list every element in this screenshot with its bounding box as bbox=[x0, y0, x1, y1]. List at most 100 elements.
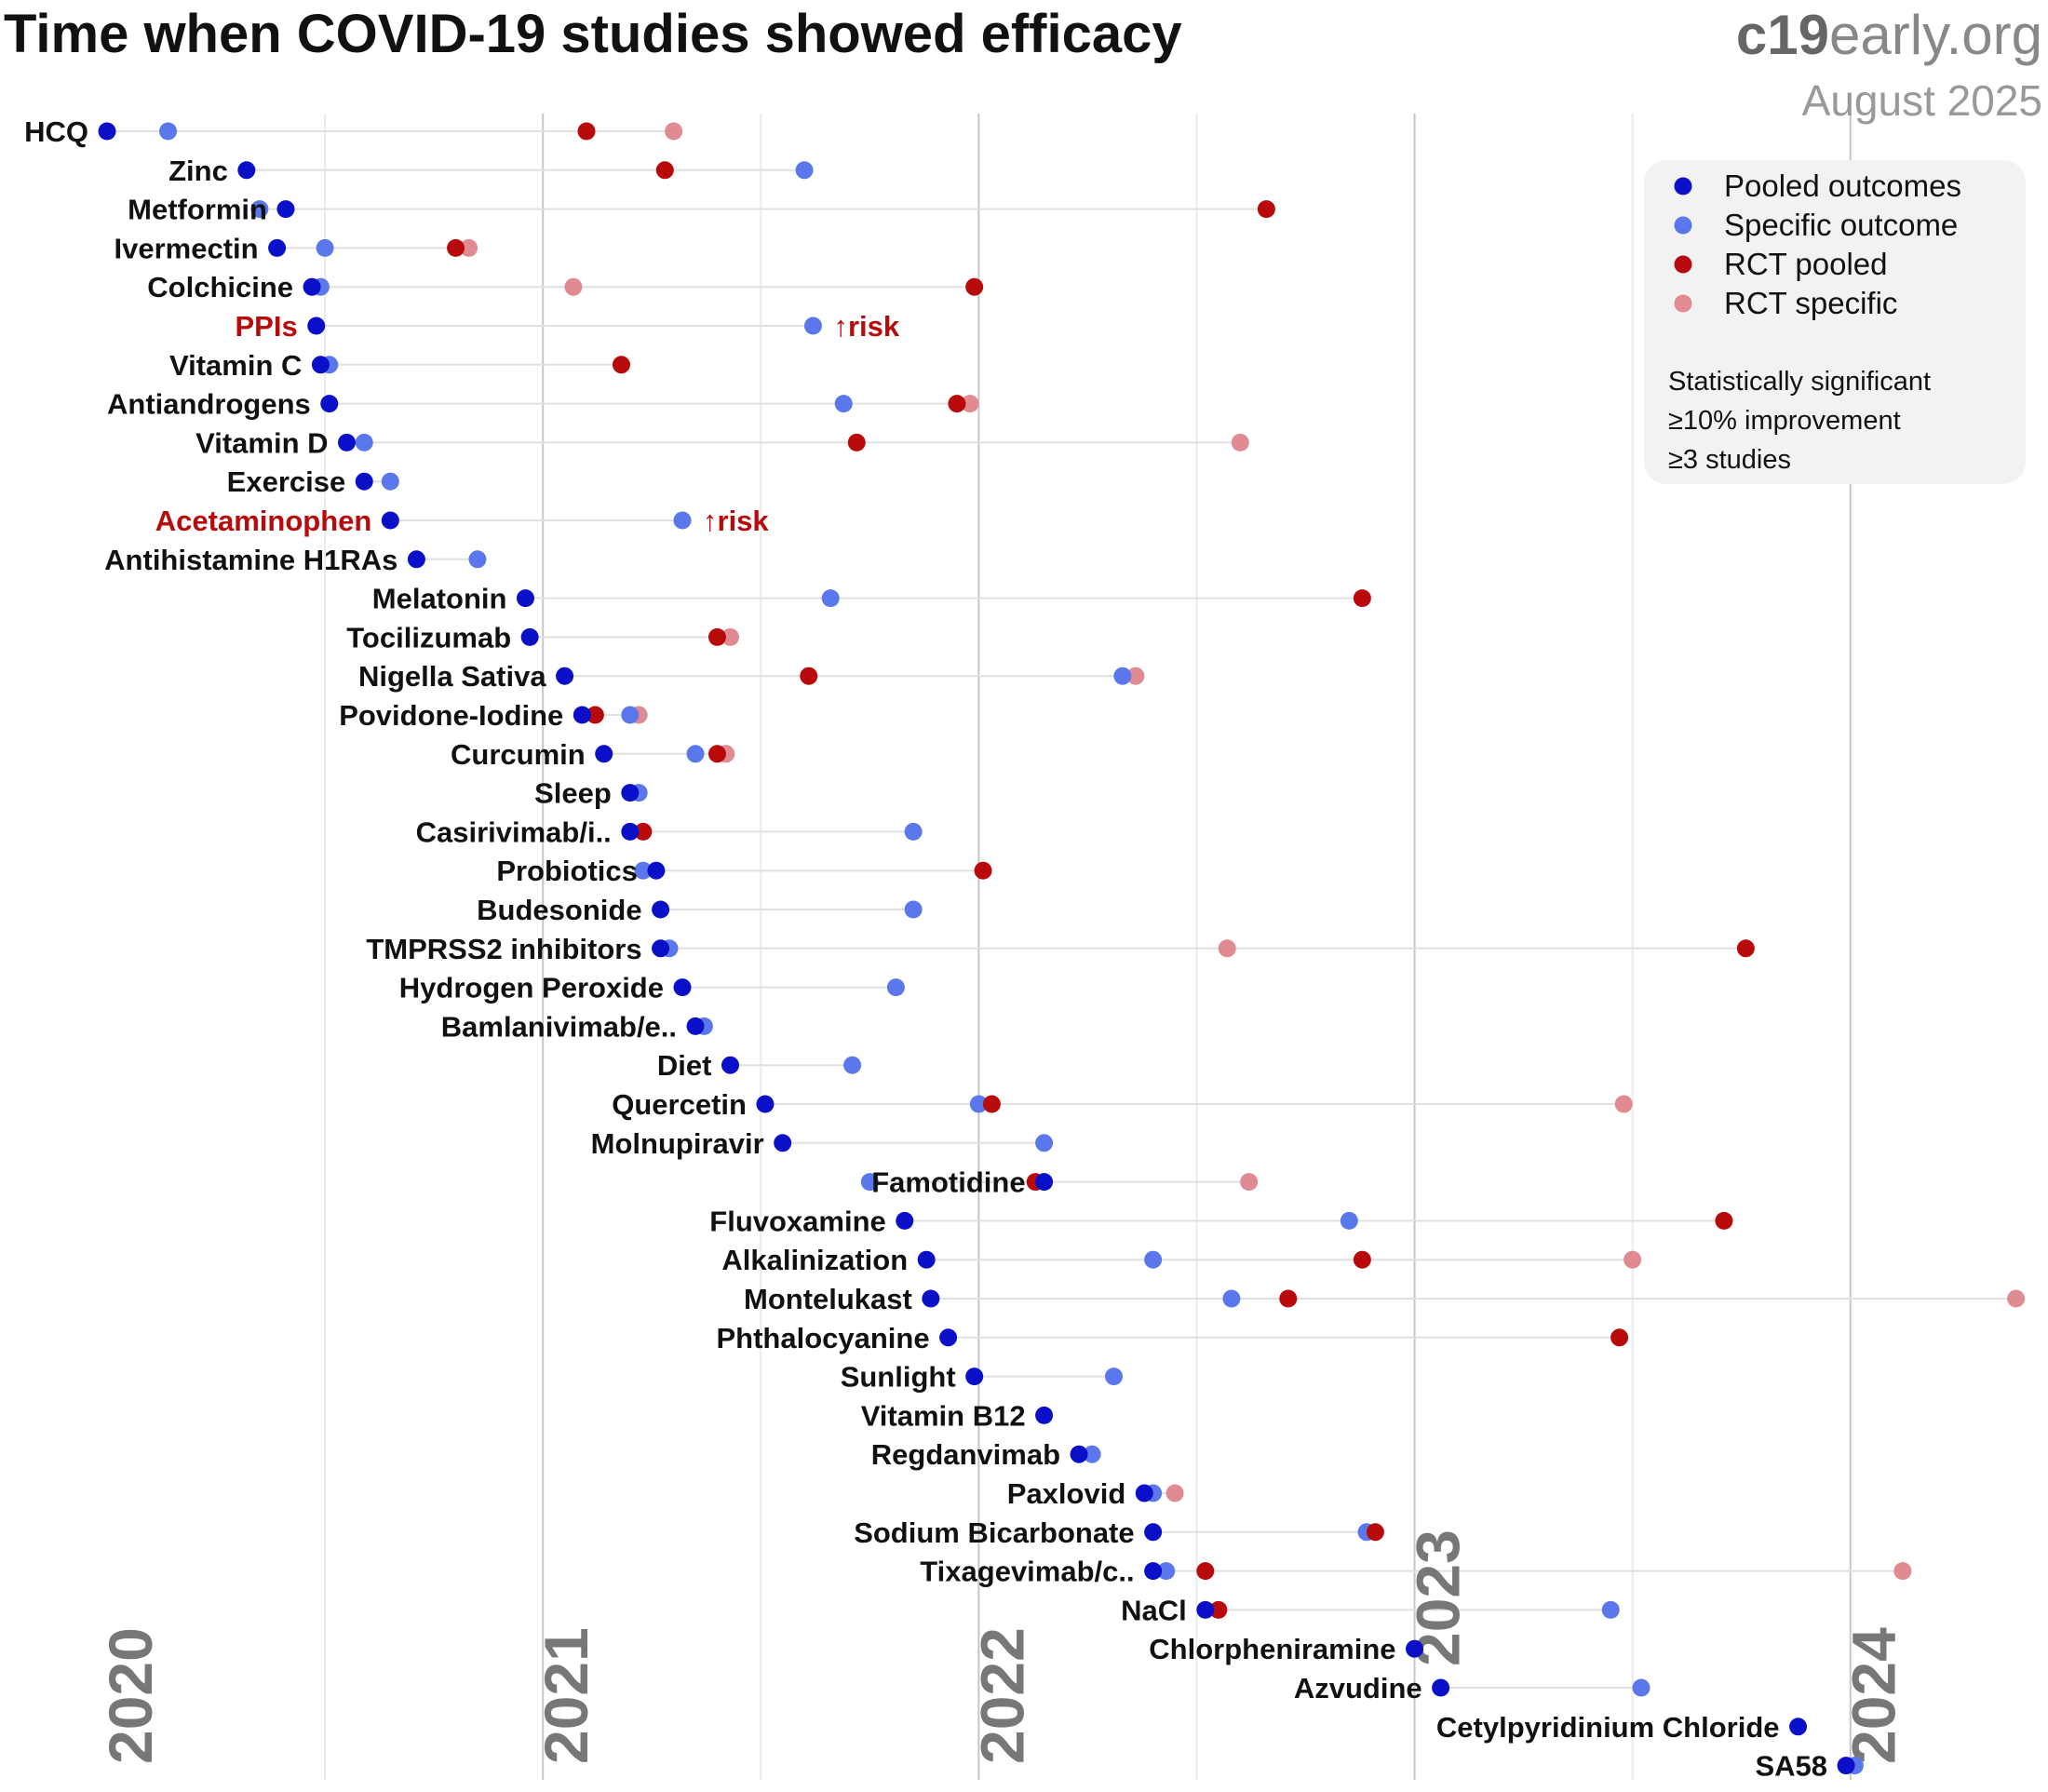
point-pooled bbox=[320, 395, 339, 413]
legend-label-pooled: Pooled outcomes bbox=[1724, 168, 1961, 203]
point-pooled bbox=[1070, 1445, 1088, 1463]
point-rct-pooled bbox=[982, 1095, 1001, 1113]
point-pooled bbox=[673, 978, 692, 997]
point-specific bbox=[673, 511, 692, 530]
row-label: Nigella Sativa bbox=[358, 660, 546, 693]
point-pooled bbox=[307, 317, 326, 335]
risk-label: ↑risk bbox=[703, 505, 769, 537]
point-rct-specific bbox=[961, 395, 979, 413]
labels-layer: HCQ Zinc Metformin Ivermectin Colchicine PPIs… bbox=[24, 115, 1827, 1783]
point-rct-specific bbox=[721, 627, 739, 646]
point-specific bbox=[1157, 1562, 1176, 1581]
point-rct-pooled bbox=[1610, 1328, 1629, 1347]
row-label: Casirivimab/i.. bbox=[416, 815, 612, 848]
point-rct-pooled bbox=[707, 627, 726, 646]
point-rct-specific bbox=[1240, 1173, 1259, 1192]
point-pooled bbox=[595, 745, 613, 763]
point-pooled bbox=[939, 1328, 958, 1347]
row-label: SA58 bbox=[1755, 1750, 1827, 1783]
point-pooled bbox=[1432, 1678, 1450, 1697]
point-specific bbox=[686, 745, 705, 763]
legend-marker-rct-pooled bbox=[1674, 255, 1692, 274]
point-rct-pooled bbox=[1736, 939, 1755, 958]
point-specific bbox=[834, 395, 853, 413]
point-rct-specific bbox=[665, 122, 683, 141]
point-rct-pooled bbox=[447, 238, 465, 257]
point-pooled bbox=[516, 589, 534, 608]
row-label: HCQ bbox=[24, 115, 88, 148]
point-rct-pooled bbox=[1209, 1600, 1228, 1619]
point-pooled bbox=[520, 627, 539, 646]
legend-notes: Statistically significant ≥10% improvemen… bbox=[1668, 367, 1931, 475]
point-specific bbox=[1035, 1134, 1054, 1152]
row-label: Cetylpyridinium Chloride bbox=[1436, 1711, 1780, 1744]
point-rct-pooled bbox=[612, 356, 630, 374]
point-pooled bbox=[896, 1211, 914, 1230]
point-pooled bbox=[1135, 1484, 1153, 1502]
point-pooled bbox=[1144, 1562, 1163, 1581]
chart-title: Time when COVID-19 studies showed effica… bbox=[4, 4, 1182, 64]
grid-layer bbox=[324, 114, 1852, 1780]
row-label: Azvudine bbox=[1294, 1672, 1422, 1704]
point-pooled bbox=[355, 472, 373, 491]
point-rct-specific bbox=[460, 238, 478, 257]
row-label: Tocilizumab bbox=[346, 621, 511, 653]
point-pooled bbox=[381, 511, 399, 530]
point-pooled bbox=[1406, 1639, 1424, 1658]
row-label: Antihistamine H1RAs bbox=[104, 544, 397, 576]
point-specific bbox=[468, 550, 487, 569]
point-pooled bbox=[311, 356, 330, 374]
row-label: Sunlight bbox=[841, 1361, 956, 1394]
point-rct-specific bbox=[2007, 1289, 2026, 1308]
points-layer bbox=[98, 122, 2026, 1775]
point-rct-specific bbox=[1614, 1095, 1633, 1113]
point-pooled bbox=[652, 939, 670, 958]
point-pooled bbox=[237, 161, 256, 180]
point-pooled bbox=[556, 667, 574, 685]
row-label: Molnupiravir bbox=[591, 1127, 764, 1160]
legend-marker-pooled bbox=[1674, 177, 1692, 195]
point-rct-pooled bbox=[948, 395, 966, 413]
point-specific bbox=[1144, 1250, 1163, 1269]
point-rct-pooled bbox=[1366, 1523, 1384, 1542]
point-specific bbox=[1340, 1211, 1358, 1230]
point-pooled bbox=[1035, 1173, 1054, 1192]
point-rct-specific bbox=[1126, 667, 1145, 685]
point-rct-pooled bbox=[577, 122, 596, 141]
point-rct-specific bbox=[1231, 433, 1249, 451]
row-label: Curcumin bbox=[451, 738, 586, 771]
point-rct-pooled bbox=[586, 706, 604, 724]
year-label-2022: 2022 bbox=[967, 1627, 1036, 1764]
point-rct-pooled bbox=[634, 822, 653, 841]
row-label: Hydrogen Peroxide bbox=[399, 972, 664, 1004]
point-rct-pooled bbox=[974, 861, 992, 880]
point-rct-pooled bbox=[655, 161, 674, 180]
point-specific bbox=[634, 861, 653, 880]
legend: Pooled outcomes Specific outcome RCT poole… bbox=[1644, 160, 2026, 484]
legend-note: ≥3 studies bbox=[1668, 445, 1791, 475]
point-rct-pooled bbox=[800, 667, 818, 685]
point-pooled bbox=[1144, 1523, 1163, 1542]
point-specific bbox=[904, 822, 923, 841]
row-label: Famotidine bbox=[871, 1166, 1025, 1199]
legend-marker-specific bbox=[1674, 216, 1692, 235]
point-rct-pooled bbox=[707, 745, 726, 763]
point-specific bbox=[1632, 1678, 1651, 1697]
row-label: Paxlovid bbox=[1007, 1477, 1126, 1510]
row-label: PPIs bbox=[236, 310, 298, 343]
point-specific bbox=[795, 161, 814, 180]
point-pooled bbox=[1789, 1718, 1808, 1736]
point-specific bbox=[1222, 1289, 1241, 1308]
brand-logo: c19early.org bbox=[1736, 4, 2042, 66]
row-label: Sodium Bicarbonate bbox=[854, 1516, 1134, 1549]
row-label: Zinc bbox=[168, 155, 228, 187]
legend-items: Pooled outcomes Specific outcome RCT poole… bbox=[1674, 168, 1961, 320]
point-specific bbox=[316, 238, 334, 257]
point-pooled bbox=[647, 861, 666, 880]
point-specific bbox=[159, 122, 178, 141]
point-pooled bbox=[652, 900, 670, 919]
point-pooled bbox=[621, 822, 640, 841]
